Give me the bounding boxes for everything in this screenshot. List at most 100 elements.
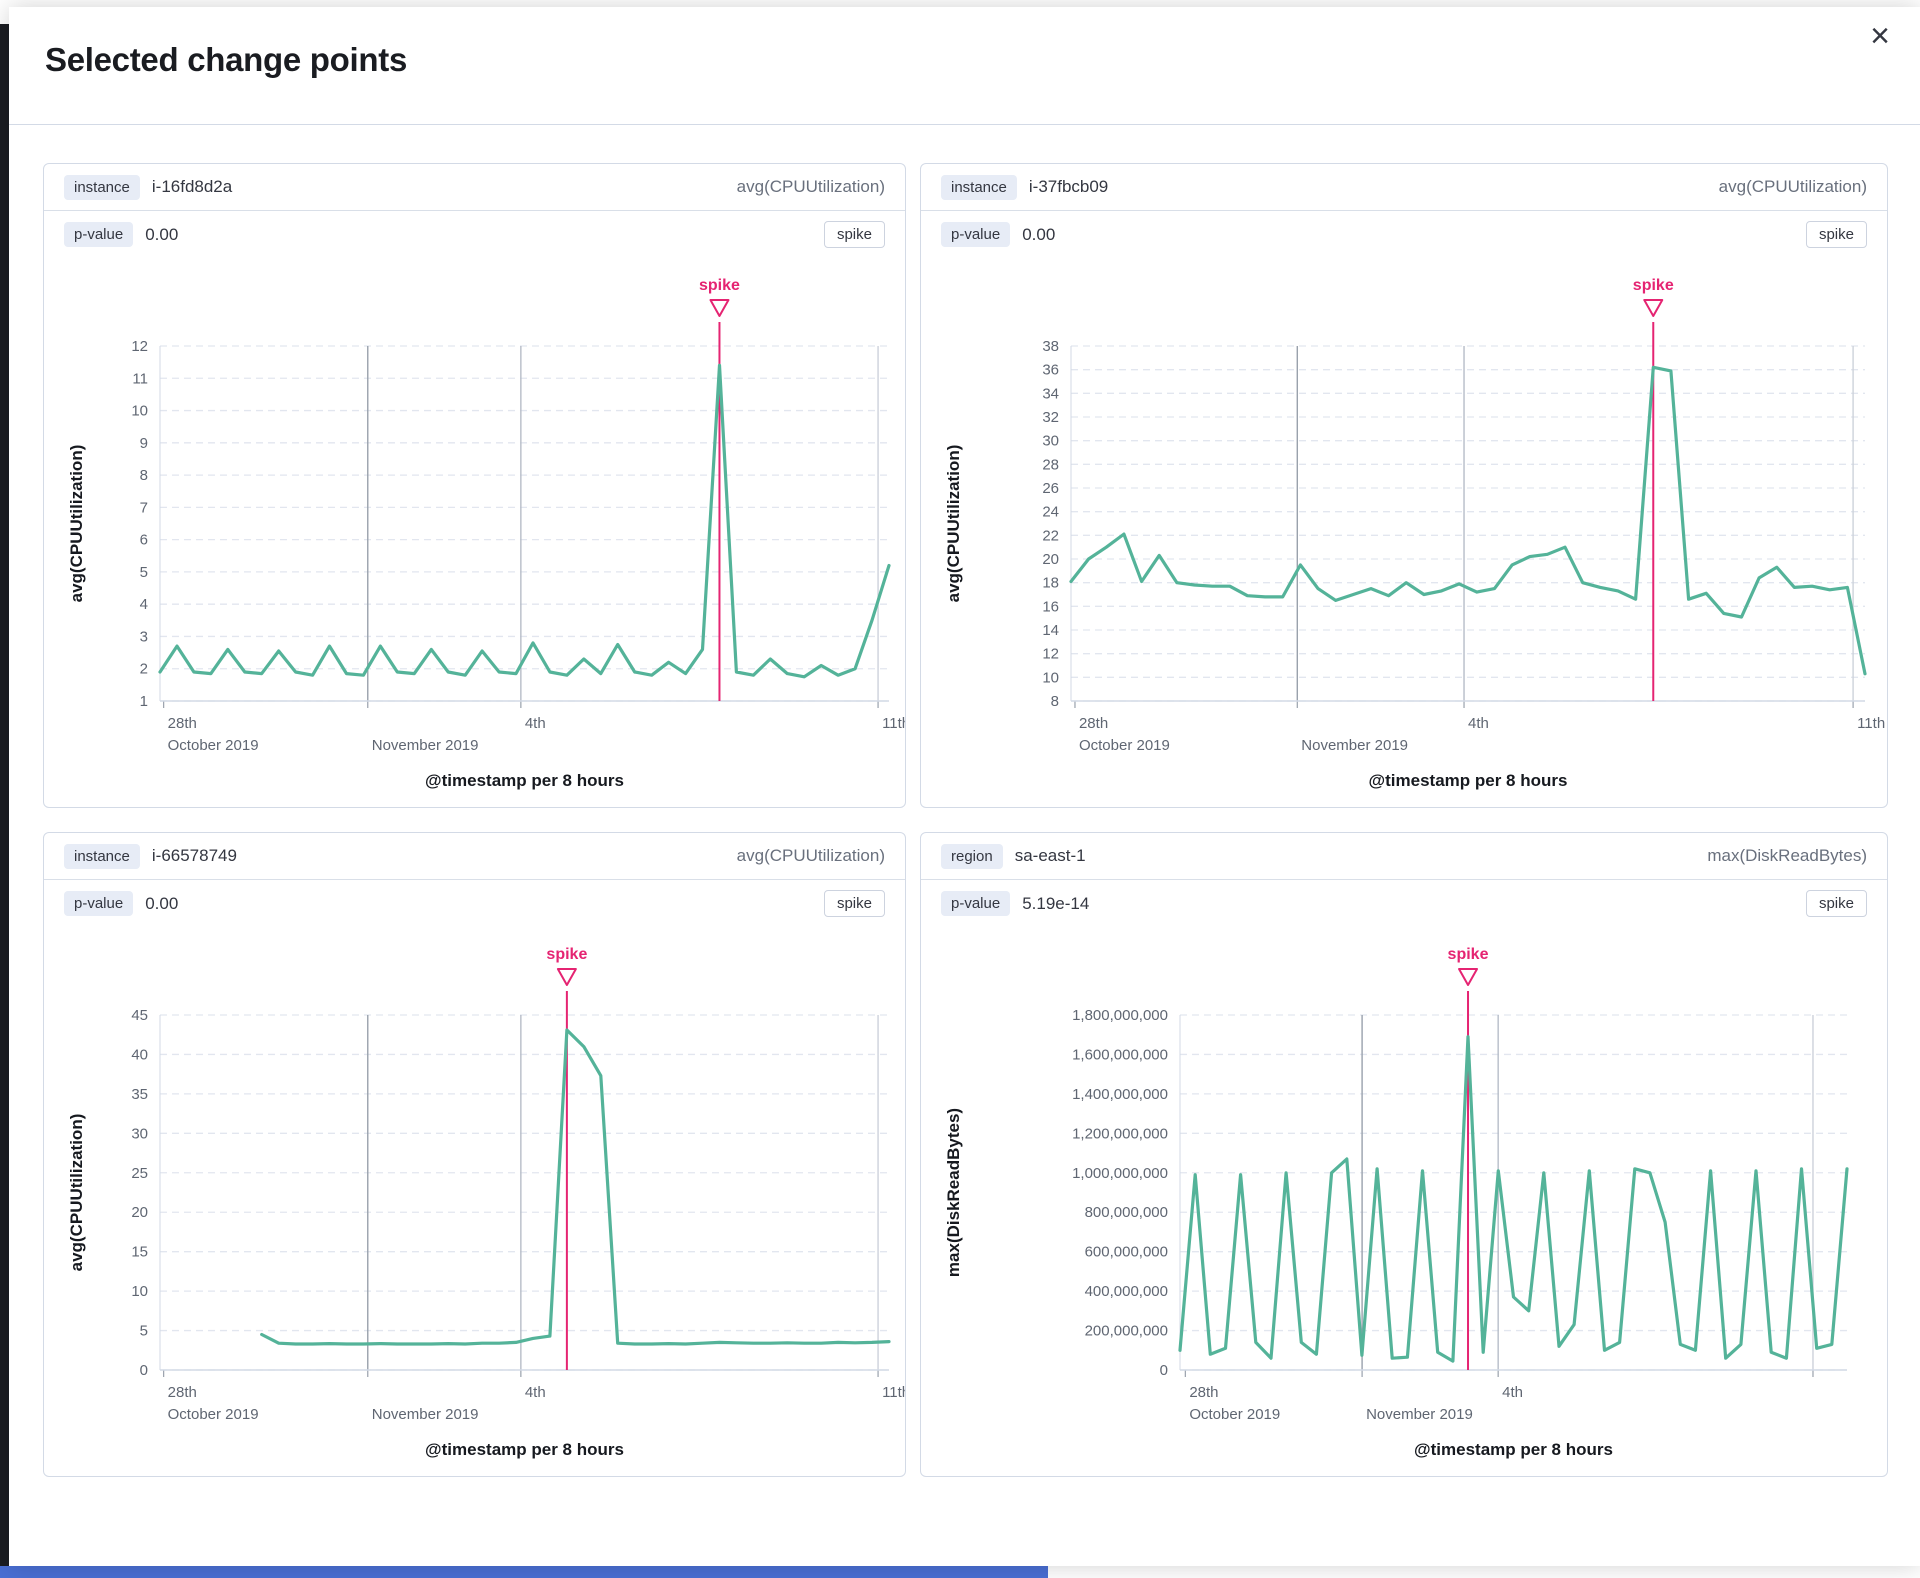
svg-text:November 2019: November 2019: [372, 1406, 479, 1423]
svg-text:18: 18: [1042, 575, 1059, 592]
svg-text:28: 28: [1042, 456, 1059, 473]
svg-text:@timestamp per 8 hours: @timestamp per 8 hours: [1414, 1440, 1613, 1459]
svg-text:36: 36: [1042, 362, 1059, 379]
change-type-badge: spike: [823, 890, 885, 917]
change-type-badge: spike: [823, 221, 885, 248]
metric-label: max(DiskReadBytes): [1707, 846, 1867, 865]
svg-text:1,800,000,000: 1,800,000,000: [1072, 1007, 1168, 1024]
change-point-panel-1: instance i-16fd8d2a avg(CPUUtilization) …: [43, 163, 906, 808]
svg-text:max(DiskReadBytes): max(DiskReadBytes): [944, 1108, 963, 1277]
svg-text:35: 35: [131, 1086, 148, 1103]
svg-text:9: 9: [140, 435, 148, 452]
svg-text:avg(CPUUtilization): avg(CPUUtilization): [67, 445, 86, 603]
change-point-panel-3: instance i-66578749 avg(CPUUtilization) …: [43, 832, 906, 1477]
header-divider: [9, 124, 1920, 125]
svg-text:0: 0: [1160, 1362, 1168, 1379]
svg-text:4th: 4th: [525, 715, 546, 732]
svg-text:20: 20: [1042, 551, 1059, 568]
svg-text:45: 45: [131, 1007, 148, 1024]
svg-text:34: 34: [1042, 385, 1059, 402]
svg-text:200,000,000: 200,000,000: [1085, 1323, 1168, 1340]
svg-text:October 2019: October 2019: [1189, 1406, 1280, 1423]
change-points-grid: instance i-16fd8d2a avg(CPUUtilization) …: [43, 163, 1888, 1477]
metric-label: avg(CPUUtilization): [736, 846, 885, 865]
svg-text:30: 30: [131, 1125, 148, 1142]
svg-text:10: 10: [131, 1283, 148, 1300]
split-field-value: i-16fd8d2a: [151, 177, 233, 196]
panel-header-row: region sa-east-1 max(DiskReadBytes): [921, 833, 1887, 880]
split-field-value: i-66578749: [151, 846, 237, 865]
split-field-value: sa-east-1: [1014, 846, 1086, 865]
background-page-edge: [0, 24, 9, 1578]
panel-subheader-row: p-value 0.00 spike: [44, 880, 905, 927]
split-field-badge: instance: [64, 843, 140, 869]
p-value-value: 0.00: [145, 224, 179, 244]
svg-text:38: 38: [1042, 338, 1059, 355]
change-point-chart: 8 10 12 14 16 18 20 22 24 26 28 30 32 34 36 38 28th Octob…: [944, 277, 1885, 790]
svg-text:28th: 28th: [168, 1384, 197, 1401]
svg-text:4th: 4th: [1468, 715, 1489, 732]
svg-text:30: 30: [1042, 433, 1059, 450]
svg-text:32: 32: [1042, 409, 1059, 426]
panel-header-row: instance i-16fd8d2a avg(CPUUtilization): [44, 164, 905, 211]
svg-text:11th: 11th: [882, 715, 905, 732]
svg-text:4: 4: [140, 596, 148, 613]
svg-text:20: 20: [131, 1204, 148, 1221]
p-value-badge: p-value: [64, 222, 134, 247]
svg-text:4th: 4th: [1502, 1384, 1523, 1401]
panel-header-row: instance i-66578749 avg(CPUUtilization): [44, 833, 905, 880]
svg-text:1,000,000,000: 1,000,000,000: [1072, 1165, 1168, 1182]
change-point-panel-2: instance i-37fbcb09 avg(CPUUtilization) …: [920, 163, 1888, 808]
svg-text:10: 10: [131, 403, 148, 420]
change-point-chart: 0 5 10 15 20 25 30 35 40 45 28th October 2019 Novemb…: [67, 946, 905, 1459]
split-field-value: i-37fbcb09: [1028, 177, 1109, 196]
svg-text:28th: 28th: [1079, 715, 1108, 732]
split-field-badge: region: [941, 843, 1003, 869]
svg-text:1: 1: [140, 693, 148, 710]
svg-text:24: 24: [1042, 504, 1059, 521]
svg-text:10: 10: [1042, 669, 1059, 686]
panel-subheader-row: p-value 0.00 spike: [921, 211, 1887, 258]
change-type-badge: spike: [1805, 890, 1867, 917]
split-field-badge: instance: [64, 174, 140, 200]
change-point-panel-4: region sa-east-1 max(DiskReadBytes) p-va…: [920, 832, 1888, 1477]
change-points-flyout: Selected change points × instance i-16fd…: [9, 7, 1920, 1566]
page-title: Selected change points: [45, 41, 407, 78]
svg-text:8: 8: [1051, 693, 1059, 710]
svg-text:spike: spike: [699, 277, 740, 294]
svg-text:8: 8: [140, 467, 148, 484]
svg-text:22: 22: [1042, 527, 1059, 544]
svg-text:November 2019: November 2019: [372, 737, 479, 754]
svg-text:600,000,000: 600,000,000: [1085, 1244, 1168, 1261]
change-type-badge: spike: [1805, 221, 1867, 248]
svg-text:@timestamp per 8 hours: @timestamp per 8 hours: [425, 771, 624, 790]
panel-subheader-row: p-value 0.00 spike: [44, 211, 905, 258]
svg-text:@timestamp per 8 hours: @timestamp per 8 hours: [1369, 771, 1568, 790]
svg-text:11th: 11th: [1857, 715, 1885, 732]
svg-text:November 2019: November 2019: [1366, 1406, 1473, 1423]
panel-subheader-row: p-value 5.19e-14 spike: [921, 880, 1887, 927]
svg-text:4th: 4th: [525, 1384, 546, 1401]
svg-text:800,000,000: 800,000,000: [1085, 1204, 1168, 1221]
svg-text:October 2019: October 2019: [168, 1406, 259, 1423]
metric-label: avg(CPUUtilization): [1718, 177, 1867, 196]
svg-text:0: 0: [140, 1362, 148, 1379]
svg-text:5: 5: [140, 564, 148, 581]
svg-text:November 2019: November 2019: [1301, 737, 1408, 754]
svg-text:6: 6: [140, 532, 148, 549]
svg-text:2: 2: [140, 661, 148, 678]
svg-text:400,000,000: 400,000,000: [1085, 1283, 1168, 1300]
panel-header-row: instance i-37fbcb09 avg(CPUUtilization): [921, 164, 1887, 211]
background-page-bottom-bar: [0, 1566, 1048, 1578]
svg-text:28th: 28th: [1189, 1384, 1218, 1401]
svg-text:1,200,000,000: 1,200,000,000: [1072, 1125, 1168, 1142]
svg-text:1,600,000,000: 1,600,000,000: [1072, 1046, 1168, 1063]
svg-text:28th: 28th: [168, 715, 197, 732]
close-icon[interactable]: ×: [1862, 15, 1898, 57]
svg-text:1,400,000,000: 1,400,000,000: [1072, 1086, 1168, 1103]
svg-text:11: 11: [132, 370, 148, 387]
p-value-value: 0.00: [145, 893, 179, 913]
svg-text:15: 15: [131, 1244, 148, 1261]
p-value-badge: p-value: [941, 222, 1011, 247]
